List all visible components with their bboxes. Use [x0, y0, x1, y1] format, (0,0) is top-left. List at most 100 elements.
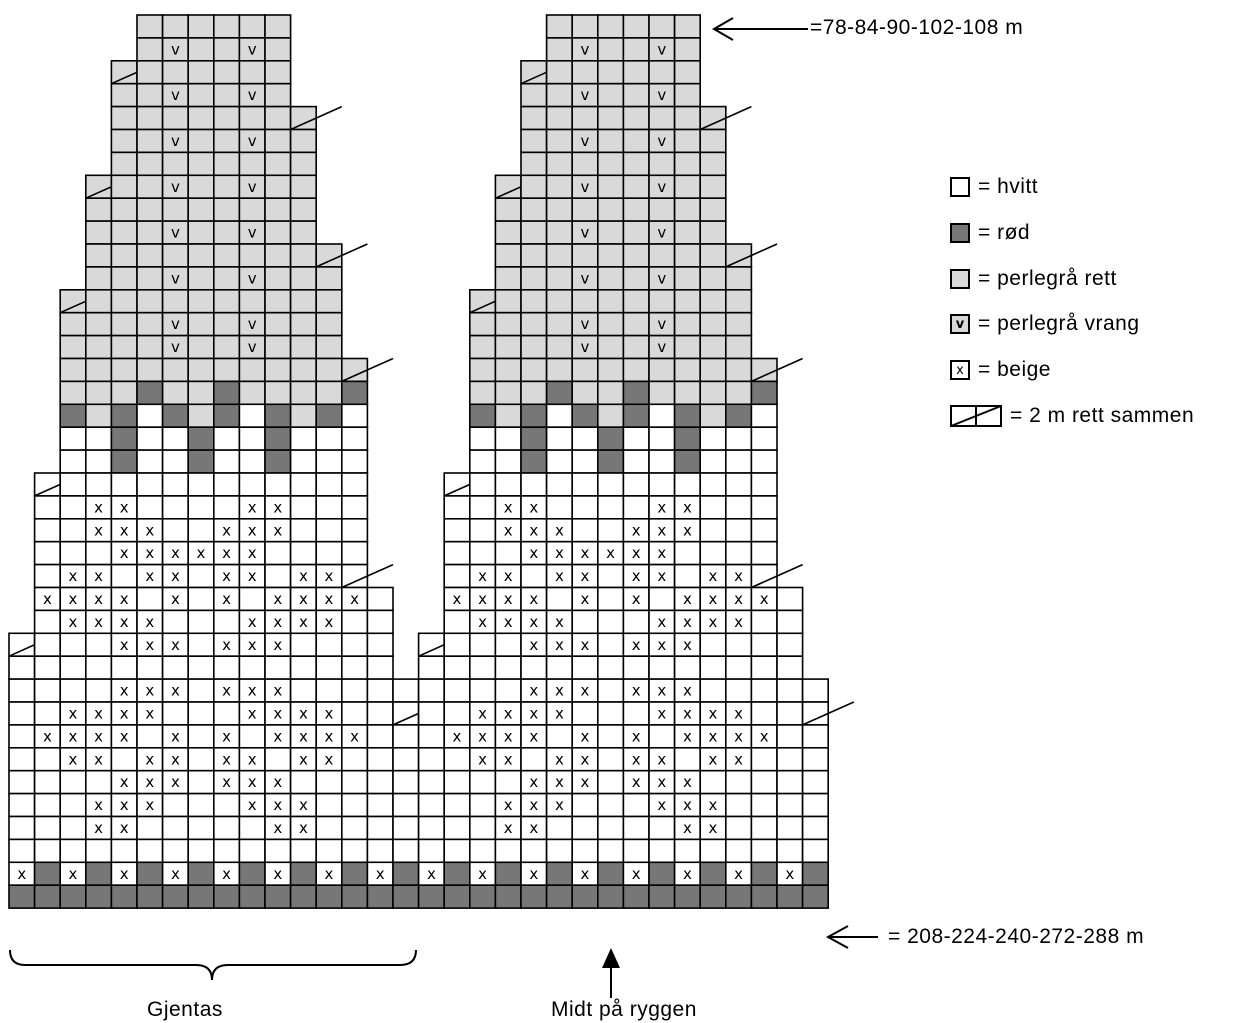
- chart-cell-grey: [315, 334, 343, 360]
- svg-text:v: v: [657, 86, 666, 104]
- svg-text:v: v: [657, 338, 666, 356]
- chart-cell-white: [571, 838, 599, 864]
- chart-cell-white: [545, 815, 573, 841]
- svg-text:x: x: [248, 682, 257, 700]
- chart-cell-grey: [264, 14, 292, 39]
- chart-cell-beige: x: [417, 861, 446, 886]
- chart-cell-white: [622, 609, 650, 635]
- chart-cell-white: [238, 724, 266, 749]
- chart-cell-beige: x: [648, 563, 676, 589]
- chart-cell-beige: x: [545, 792, 573, 818]
- svg-text:x: x: [734, 613, 743, 631]
- chart-cell-grey: [289, 380, 318, 406]
- beige-x-icon: x: [950, 360, 970, 380]
- chart-cell-grey: [648, 243, 676, 268]
- chart-cell-grey-purl: v: [238, 220, 266, 245]
- chart-cell-grey: [110, 151, 138, 177]
- chart-cell-white: [366, 655, 394, 680]
- top-stitch-count: =78-84-90-102-108 m: [810, 16, 1024, 39]
- chart-cell-grey: [110, 105, 138, 131]
- chart-cell-grey: [699, 197, 727, 222]
- k2tog-icon: [950, 405, 1002, 427]
- chart-cell-white: [187, 678, 215, 703]
- chart-cell-beige: x: [648, 701, 676, 726]
- chart-cell-beige: x: [136, 746, 164, 772]
- chart-cell-grey-purl: v: [238, 37, 266, 62]
- chart-cell-white: [724, 769, 753, 795]
- chart-cell-white: [750, 403, 778, 428]
- chart-cell-white: [85, 655, 113, 680]
- svg-text:x: x: [145, 521, 154, 539]
- chart-cell-white: [213, 815, 241, 841]
- svg-text:x: x: [683, 682, 692, 700]
- chart-cell-white: [33, 495, 61, 520]
- chart-cell-grey: [724, 288, 753, 314]
- chart-cell-white: [8, 724, 36, 749]
- chart-cell-white: [443, 632, 471, 657]
- chart-cell-grey: [136, 151, 164, 177]
- chart-cell-white: [136, 495, 164, 520]
- svg-text:v: v: [657, 224, 666, 242]
- chart-cell-grey: [110, 197, 138, 222]
- chart-cell-white: [801, 746, 829, 772]
- chart-cell-grey: [289, 151, 318, 177]
- chart-cell-beige: x: [264, 609, 292, 635]
- chart-cell-grey: [673, 59, 701, 85]
- chart-cell-white: [596, 495, 625, 520]
- svg-text:x: x: [632, 521, 641, 539]
- svg-text:x: x: [709, 704, 718, 722]
- svg-text:x: x: [273, 865, 282, 883]
- chart-cell-beige: x: [213, 563, 241, 589]
- chart-cell-white: [494, 632, 522, 657]
- chart-cell-grey: [187, 37, 215, 62]
- svg-text:x: x: [581, 727, 590, 745]
- chart-cell-beige: x: [33, 724, 61, 749]
- chart-cell-white: [468, 838, 497, 864]
- chart-cell-white: [596, 769, 625, 795]
- chart-cell-grey: [699, 334, 727, 360]
- chart-cell-white: [392, 792, 420, 818]
- svg-text:x: x: [529, 682, 538, 700]
- chart-cell-grey: [161, 380, 190, 406]
- chart-cell-white: [315, 678, 343, 703]
- chart-cell-white: [33, 769, 61, 795]
- chart-cell-beige: x: [315, 746, 343, 772]
- chart-cell-white: [673, 655, 701, 680]
- chart-cell-white: [494, 426, 522, 451]
- chart-cell-grey-purl: v: [161, 128, 190, 154]
- chart-cell-beige: x: [648, 632, 676, 657]
- chart-cell-beige: x: [366, 861, 394, 886]
- svg-text:x: x: [709, 590, 718, 608]
- chart-cell-white: [315, 838, 343, 864]
- chart-cell-beige: x: [673, 815, 701, 841]
- chart-cell-white: [596, 632, 625, 657]
- chart-cell-grey: [136, 82, 164, 108]
- chart-cell-grey-purl: v: [571, 311, 599, 337]
- chart-cell-beige: x: [238, 792, 266, 818]
- chart-cell-grey: [520, 82, 548, 108]
- chart-cell-beige: x: [494, 792, 522, 818]
- chart-cell-grey: [494, 220, 522, 245]
- chart-cell-beige: x: [110, 724, 138, 749]
- chart-cell-red: [340, 861, 369, 886]
- chart-cell-white: [110, 563, 138, 589]
- chart-cell-red: [264, 403, 292, 428]
- chart-cell-white: [187, 632, 215, 657]
- chart-cell-beige: x: [264, 815, 292, 841]
- chart-cell-white: [596, 563, 625, 589]
- chart-cell-grey: [264, 151, 292, 177]
- chart-cell-beige: x: [110, 861, 138, 886]
- svg-text:x: x: [94, 590, 103, 608]
- chart-cell-grey-purl: v: [161, 311, 190, 337]
- chart-cell-white: [545, 724, 573, 749]
- chart-cell-white: [340, 632, 369, 657]
- chart-cell-beige: x: [545, 609, 573, 635]
- chart-cell-grey: [673, 197, 701, 222]
- chart-cell-beige: x: [622, 746, 650, 772]
- chart-cell-white: [59, 815, 87, 841]
- chart-cell-white: [648, 655, 676, 680]
- chart-cell-grey: [136, 311, 164, 337]
- chart-cell-white: [33, 540, 61, 566]
- svg-text:x: x: [785, 865, 794, 883]
- chart-cell-beige: x: [622, 861, 650, 886]
